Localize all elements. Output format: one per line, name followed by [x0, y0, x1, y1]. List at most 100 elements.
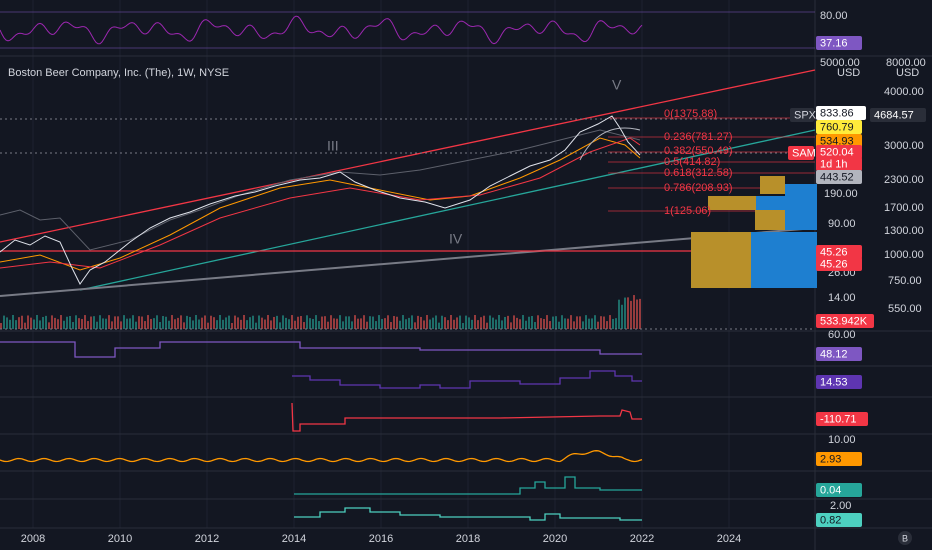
- icon[interactable]: [898, 531, 912, 545]
- volume-bar: [276, 315, 278, 329]
- volume-bar: [225, 317, 227, 329]
- axis-right: 8000.00 USD 4000.00 3000.00 2300.00 1700…: [884, 57, 926, 315]
- axis-label: 80.00: [820, 10, 848, 22]
- volume-bar: [51, 315, 53, 329]
- volume-bar: [219, 315, 221, 329]
- volume-bar: [585, 315, 587, 329]
- fib-label: 0.236(781.27): [664, 131, 733, 143]
- volume-bar: [357, 318, 359, 329]
- volume-bar: [18, 317, 20, 329]
- year-label: 2022: [630, 533, 654, 545]
- volume-bar: [321, 316, 323, 329]
- volume-bar: [483, 315, 485, 329]
- volume-bar: [342, 321, 344, 329]
- axis-label: 2.00: [830, 500, 851, 512]
- volume-bar: [282, 315, 284, 329]
- volume-bar: [177, 317, 179, 329]
- volume-bar: [528, 316, 530, 329]
- volume-bar: [114, 316, 116, 329]
- fib-label: 1(125.06): [664, 205, 711, 217]
- volume-bar: [174, 319, 176, 329]
- badge-text: 760.79: [820, 121, 854, 133]
- volume-bar: [105, 318, 107, 329]
- volume-bar: [48, 322, 50, 329]
- axis-label: USD: [837, 67, 860, 79]
- volume-bar: [588, 318, 590, 329]
- volume-bar: [435, 315, 437, 329]
- volume-bar: [147, 315, 149, 329]
- volume-bar: [9, 319, 11, 329]
- volume-bar: [135, 321, 137, 329]
- volume-bar: [66, 316, 68, 329]
- year-label: 2024: [717, 533, 741, 545]
- volume-bar: [366, 321, 368, 329]
- volume-bar: [363, 315, 365, 329]
- volume-bar: [12, 315, 14, 329]
- badge-bg: [816, 257, 862, 271]
- volume-bar: [222, 319, 224, 329]
- volume-bar: [129, 318, 131, 329]
- volume-bar: [123, 315, 125, 329]
- year-label: 2014: [282, 533, 306, 545]
- volume-bar: [171, 315, 173, 329]
- volume-bar: [309, 318, 311, 329]
- volume-bar: [390, 322, 392, 329]
- volume-bar: [480, 317, 482, 329]
- volume-bar: [408, 317, 410, 329]
- badge-text: 45.26: [820, 246, 848, 258]
- badge-text: 37.16: [820, 37, 848, 49]
- volume-bar: [372, 316, 374, 329]
- axis-label: 2300.00: [884, 174, 924, 186]
- badge-text: 1d 1h: [820, 158, 848, 170]
- volume-bar: [240, 319, 242, 329]
- volume-bar: [150, 318, 152, 329]
- badge-text: 443.52: [820, 171, 854, 183]
- fib-label: 0.786(208.93): [664, 182, 733, 194]
- volume-bar: [27, 315, 29, 329]
- volume-bar: [615, 318, 617, 329]
- volume-bar: [465, 315, 467, 329]
- volume-bar: [624, 297, 626, 329]
- badge-text: 2.93: [820, 453, 841, 465]
- badge-text: 14.53: [820, 376, 848, 388]
- volume-bar: [447, 320, 449, 329]
- volume-bar: [252, 315, 254, 329]
- price-pane: [0, 69, 817, 330]
- volume-bar: [324, 316, 326, 329]
- axis-label: 10.00: [828, 434, 856, 446]
- volume-bar: [33, 319, 35, 329]
- volume-bar: [516, 317, 518, 329]
- volume-bar: [606, 321, 608, 329]
- badge-text: 534.93: [820, 135, 854, 147]
- volume-bar: [3, 315, 5, 329]
- volume-bar: [351, 321, 353, 329]
- volume-bar: [204, 315, 206, 329]
- icon-label[interactable]: B: [902, 533, 908, 543]
- fib-label: 0.5(414.82): [664, 156, 720, 168]
- volume-bar: [156, 315, 158, 329]
- volume-bar: [378, 315, 380, 329]
- volume-bar: [456, 317, 458, 329]
- volume-bar: [261, 317, 263, 329]
- volume-bar: [612, 318, 614, 329]
- volume-bar: [243, 315, 245, 329]
- volume-bar: [195, 315, 197, 329]
- volume-bar: [381, 318, 383, 329]
- axis-label: 1700.00: [884, 202, 924, 214]
- volume-bar: [375, 321, 377, 329]
- volume-bar: [567, 318, 569, 329]
- volume-bar: [549, 321, 551, 329]
- volume-bar: [531, 316, 533, 329]
- volume-bar: [426, 315, 428, 329]
- volume-bar: [486, 322, 488, 329]
- volume-bar: [489, 315, 491, 329]
- volume-bar: [189, 316, 191, 329]
- volume-bar: [477, 320, 479, 329]
- volume-bar: [582, 321, 584, 329]
- year-label: 2020: [543, 533, 567, 545]
- time-axis: 2008 2010 2012 2014 2016 2018 2020 2022 2024: [21, 533, 741, 545]
- volume-bar: [90, 316, 92, 329]
- axis-label: 5000.00: [820, 57, 860, 69]
- volume-bar: [384, 318, 386, 329]
